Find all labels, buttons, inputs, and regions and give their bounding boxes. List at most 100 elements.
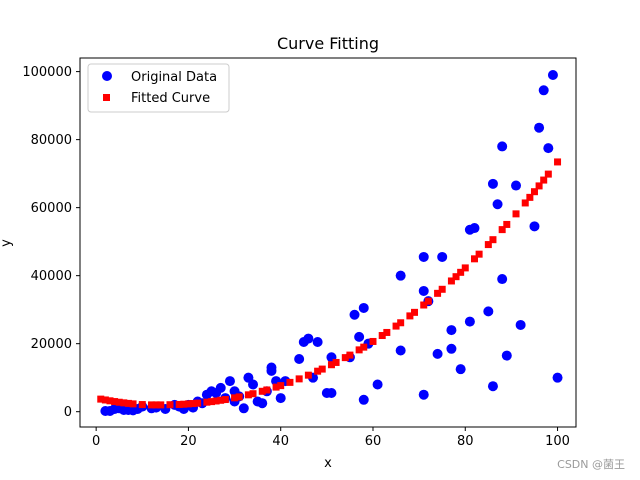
legend-label-original: Original Data xyxy=(131,70,217,85)
fitted-curve-point xyxy=(530,188,538,196)
fitted-curve-point xyxy=(231,394,239,402)
plot-area xyxy=(79,57,577,428)
original-data-point xyxy=(538,85,549,96)
fitted-curve-point xyxy=(554,158,562,166)
x-tick-label: 100 xyxy=(545,434,570,449)
x-axis-label: x xyxy=(324,456,332,471)
fitted-curve-point xyxy=(258,387,266,395)
fitted-curve-point xyxy=(138,401,146,409)
fitted-curve-point xyxy=(101,396,109,404)
fitted-curve-point xyxy=(314,367,322,375)
fitted-curve-point xyxy=(212,397,220,405)
fitted-curve-point xyxy=(272,383,280,391)
fitted-curve-point xyxy=(203,398,211,406)
fitted-curve-point xyxy=(470,255,478,263)
original-data-point xyxy=(418,389,429,400)
original-data-point xyxy=(215,382,226,393)
original-data-point xyxy=(529,221,540,232)
original-data-point xyxy=(437,251,448,262)
original-data-point xyxy=(446,343,457,354)
fitted-curve-point xyxy=(512,210,520,218)
original-data-point xyxy=(224,376,235,387)
original-data-point xyxy=(395,345,406,356)
fitted-curve-point xyxy=(383,328,391,336)
fitted-curve-point xyxy=(180,400,188,408)
fitted-curve-point xyxy=(286,378,294,386)
y-tick-label: 20000 xyxy=(31,337,72,352)
fitted-curve-point xyxy=(438,285,446,293)
fitted-curve-point xyxy=(378,332,386,340)
fitted-curve-point xyxy=(148,401,156,409)
original-data-point xyxy=(455,364,466,375)
fitted-curve-point xyxy=(332,358,340,366)
original-data-point xyxy=(358,302,369,313)
original-data-point xyxy=(372,379,383,390)
y-tick-label: 100000 xyxy=(22,65,72,80)
fitted-curve-point xyxy=(484,241,492,249)
fitted-curve-point xyxy=(360,343,368,351)
fitted-curve-point xyxy=(189,400,197,408)
original-data-point xyxy=(511,180,522,191)
fitted-curve-point xyxy=(434,289,442,297)
fitted-curve-point xyxy=(355,346,363,354)
original-data-point xyxy=(492,199,503,210)
original-data-point xyxy=(257,398,268,409)
legend-marker-fitted xyxy=(103,94,110,101)
x-tick-label: 40 xyxy=(272,434,289,449)
legend-marker-original xyxy=(102,71,112,81)
fitted-curve-point xyxy=(235,393,243,401)
original-data-point xyxy=(483,306,494,317)
original-data-point xyxy=(326,387,337,398)
legend-frame xyxy=(87,63,230,113)
legend-label-fitted: Fitted Curve xyxy=(131,91,210,106)
fitted-curve-point xyxy=(249,390,257,398)
original-data-point xyxy=(395,270,406,281)
fitted-curve-point xyxy=(397,319,405,327)
fitted-curve-point xyxy=(97,395,105,403)
fitted-curve-point xyxy=(461,264,469,272)
fitted-curve-point xyxy=(327,361,335,369)
fitted-curve-point xyxy=(217,396,225,404)
fitted-curve-point xyxy=(540,176,548,184)
original-data-point xyxy=(552,372,563,383)
y-tick-label: 40000 xyxy=(31,269,72,284)
fitted-curve-point xyxy=(304,371,312,379)
original-data-point xyxy=(487,381,498,392)
fitted-curve-point xyxy=(346,351,354,359)
original-data-point xyxy=(497,274,508,285)
fitted-curve-point xyxy=(369,337,377,345)
y-axis-label: y xyxy=(0,239,14,247)
fitted-curve-point xyxy=(424,297,432,305)
original-data-point xyxy=(446,325,457,336)
original-data-point xyxy=(349,309,360,320)
original-data-point xyxy=(266,365,277,376)
fitted-curve-point xyxy=(498,226,506,234)
fitted-curve-point xyxy=(420,301,428,309)
legend: Original Data Fitted Curve xyxy=(87,63,230,113)
x-tick-label: 80 xyxy=(457,434,474,449)
original-data-point xyxy=(294,353,305,364)
x-tick-label: 0 xyxy=(92,434,100,449)
original-data-point xyxy=(464,316,475,327)
original-data-point xyxy=(497,141,508,152)
fitted-curve-point xyxy=(457,268,465,276)
fitted-curve-point xyxy=(411,308,419,316)
fitted-curve-point xyxy=(184,400,192,408)
fitted-curve-point xyxy=(535,182,543,190)
x-tick-label: 60 xyxy=(365,434,382,449)
original-data-point xyxy=(354,331,365,342)
original-data-point xyxy=(418,285,429,296)
original-data-point xyxy=(248,379,259,390)
fitted-curve-point xyxy=(166,401,174,409)
fitted-curve-point xyxy=(157,401,165,409)
original-data-point xyxy=(501,350,512,361)
original-data-point xyxy=(275,393,286,404)
fitted-curve-point xyxy=(111,398,119,406)
original-data-point xyxy=(515,319,526,330)
fitted-curve-point xyxy=(475,250,483,258)
fitted-curve-point xyxy=(277,382,285,390)
x-tick-label: 20 xyxy=(180,434,197,449)
original-data-point xyxy=(418,251,429,262)
fitted-curve-point xyxy=(263,386,271,394)
